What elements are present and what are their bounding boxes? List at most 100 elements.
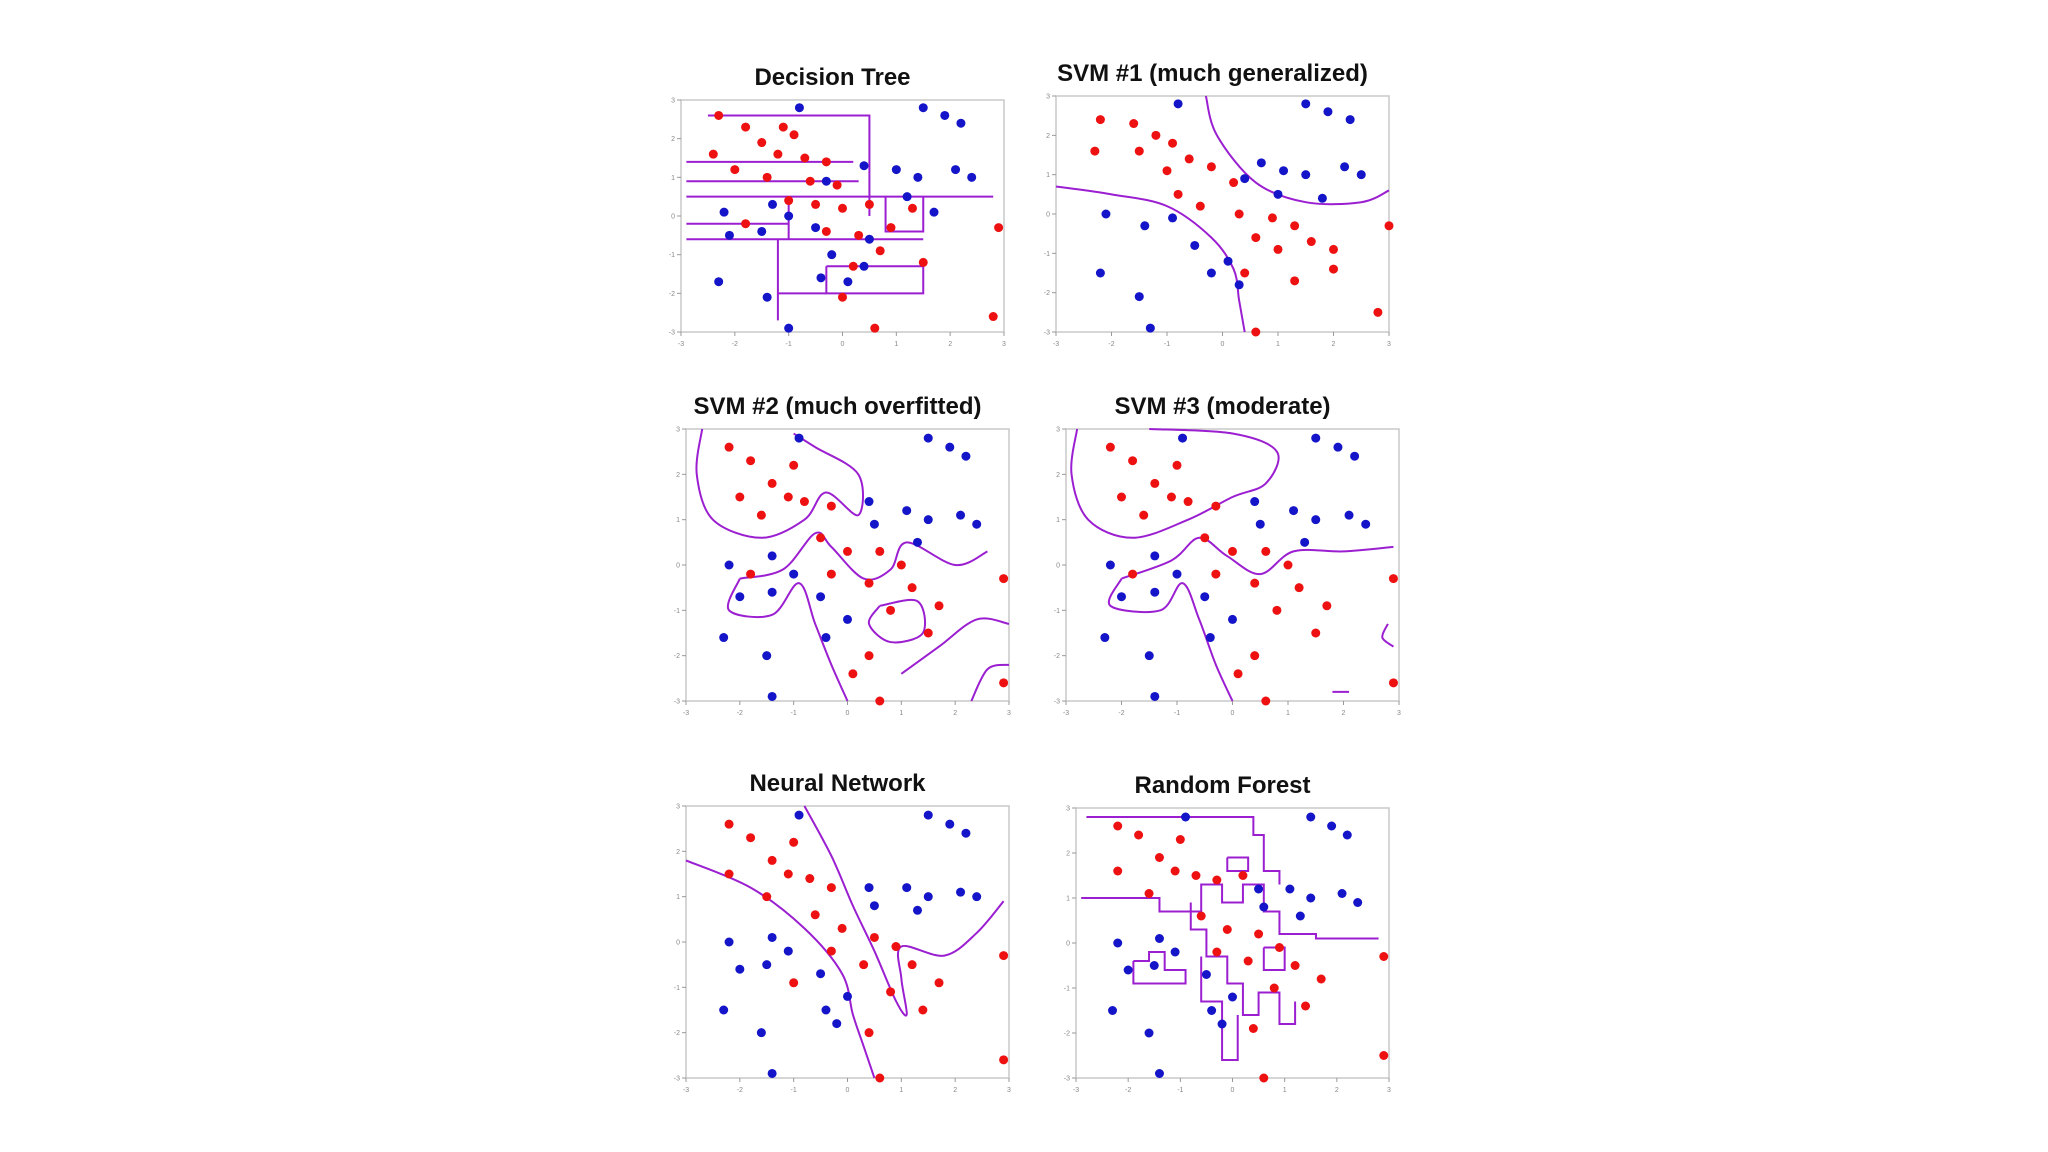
data-point-red — [1212, 947, 1222, 957]
data-point-blue — [972, 519, 982, 529]
data-point-red — [999, 951, 1009, 961]
data-point-blue — [945, 819, 955, 829]
data-point-red — [1134, 830, 1144, 840]
x-tick-label: -3 — [678, 341, 684, 348]
data-point-blue — [794, 103, 804, 113]
y-tick-label: 2 — [671, 136, 675, 143]
data-point-red — [1173, 189, 1183, 199]
svm3-title: SVM #3 (moderate) — [1114, 393, 1331, 420]
x-tick-label: 1 — [899, 1087, 903, 1094]
decision-boundary — [1132, 951, 1187, 985]
svm3-panel: SVM #3 (moderate) -3 -2 -1 0 1 2 3 -3 -2 -1 0 1 2 3 — [1040, 393, 1405, 723]
data-point-red — [1290, 961, 1300, 970]
data-point-red — [1206, 162, 1216, 172]
data-point-blue — [1217, 1019, 1227, 1029]
data-point-red — [918, 257, 928, 267]
x-tick-label: 2 — [1342, 710, 1346, 717]
data-point-red — [1267, 213, 1277, 223]
data-point-blue — [864, 234, 874, 244]
data-point-red — [789, 460, 799, 470]
decision-boundary — [1204, 95, 1390, 206]
y-tick-label: -3 — [674, 1076, 680, 1083]
data-point-red — [821, 226, 831, 236]
y-tick-label: -1 — [669, 252, 675, 259]
plot-frame — [1065, 428, 1400, 702]
data-point-blue — [869, 519, 879, 529]
data-point-blue — [1172, 569, 1182, 579]
y-tick-label: 0 — [1056, 563, 1060, 570]
data-point-blue — [1228, 614, 1237, 624]
y-tick-label: 0 — [676, 563, 680, 570]
data-point-blue — [869, 901, 879, 911]
data-point-blue — [951, 165, 961, 175]
data-point-red — [1250, 651, 1260, 661]
y-tick-label: 0 — [1046, 212, 1050, 219]
data-point-blue — [923, 892, 933, 902]
y-tick-label: 1 — [1046, 172, 1050, 179]
data-point-blue — [912, 905, 922, 915]
data-point-blue — [827, 250, 837, 260]
data-point-blue — [972, 892, 982, 902]
data-point-red — [789, 978, 799, 988]
data-point-red — [1388, 574, 1398, 584]
y-tick-label: 0 — [676, 940, 680, 947]
data-point-red — [1144, 889, 1154, 898]
decision-tree-title: Decision Tree — [754, 64, 911, 91]
decision-boundary — [707, 114, 871, 216]
data-point-red — [1384, 221, 1394, 231]
data-point-red — [805, 176, 815, 186]
data-point-blue — [714, 277, 724, 287]
x-tick-label: 3 — [1387, 1087, 1391, 1094]
data-point-red — [843, 546, 852, 556]
data-point-red — [1113, 821, 1123, 831]
data-point-blue — [1150, 691, 1160, 701]
data-point-blue — [1250, 497, 1260, 507]
data-point-red — [1254, 929, 1264, 939]
x-tick-label: -3 — [1073, 1087, 1079, 1094]
data-point-red — [816, 533, 826, 543]
decision-boundary — [1226, 856, 1250, 872]
data-point-blue — [1306, 812, 1316, 822]
decision-boundary — [695, 428, 864, 539]
data-point-blue — [1123, 965, 1133, 975]
data-point-red — [1240, 268, 1250, 278]
data-point-blue — [735, 592, 745, 602]
data-point-blue — [816, 969, 826, 979]
x-tick-label: 2 — [953, 710, 957, 717]
y-tick-label: 3 — [1046, 94, 1050, 101]
data-point-red — [1170, 866, 1180, 876]
decision-boundary — [900, 617, 1010, 675]
data-point-red — [724, 819, 734, 829]
data-point-red — [1251, 327, 1261, 337]
data-point-blue — [821, 633, 831, 643]
plot-frame — [685, 805, 1010, 1079]
data-point-blue — [811, 223, 821, 233]
data-point-blue — [902, 192, 912, 202]
data-point-blue — [816, 273, 826, 283]
random-forest-panel: Random Forest -3 -2 -1 0 1 2 3 -3 -2 -1 0 1 2 3 — [1050, 772, 1395, 1100]
data-point-red — [1322, 601, 1332, 611]
data-point-blue — [1144, 1028, 1154, 1038]
data-point-blue — [1344, 510, 1354, 520]
data-point-red — [907, 960, 917, 970]
data-point-blue — [1206, 268, 1216, 278]
decision-boundary — [803, 805, 1005, 1017]
data-point-red — [1150, 478, 1160, 488]
plot-frame — [1075, 807, 1390, 1079]
data-point-blue — [784, 211, 794, 221]
data-point-blue — [1240, 174, 1250, 184]
data-point-blue — [1100, 633, 1110, 643]
data-point-red — [708, 149, 718, 159]
data-point-red — [1388, 678, 1398, 688]
data-point-red — [886, 987, 896, 997]
data-point-red — [1200, 533, 1210, 543]
decision-boundary — [1055, 185, 1246, 333]
data-point-blue — [940, 110, 950, 120]
data-point-blue — [1350, 451, 1360, 461]
data-point-blue — [719, 1005, 729, 1015]
data-point-blue — [794, 433, 804, 443]
data-point-blue — [1170, 947, 1180, 957]
data-point-blue — [1361, 519, 1371, 529]
data-point-red — [1154, 853, 1164, 862]
data-point-blue — [1190, 240, 1200, 250]
